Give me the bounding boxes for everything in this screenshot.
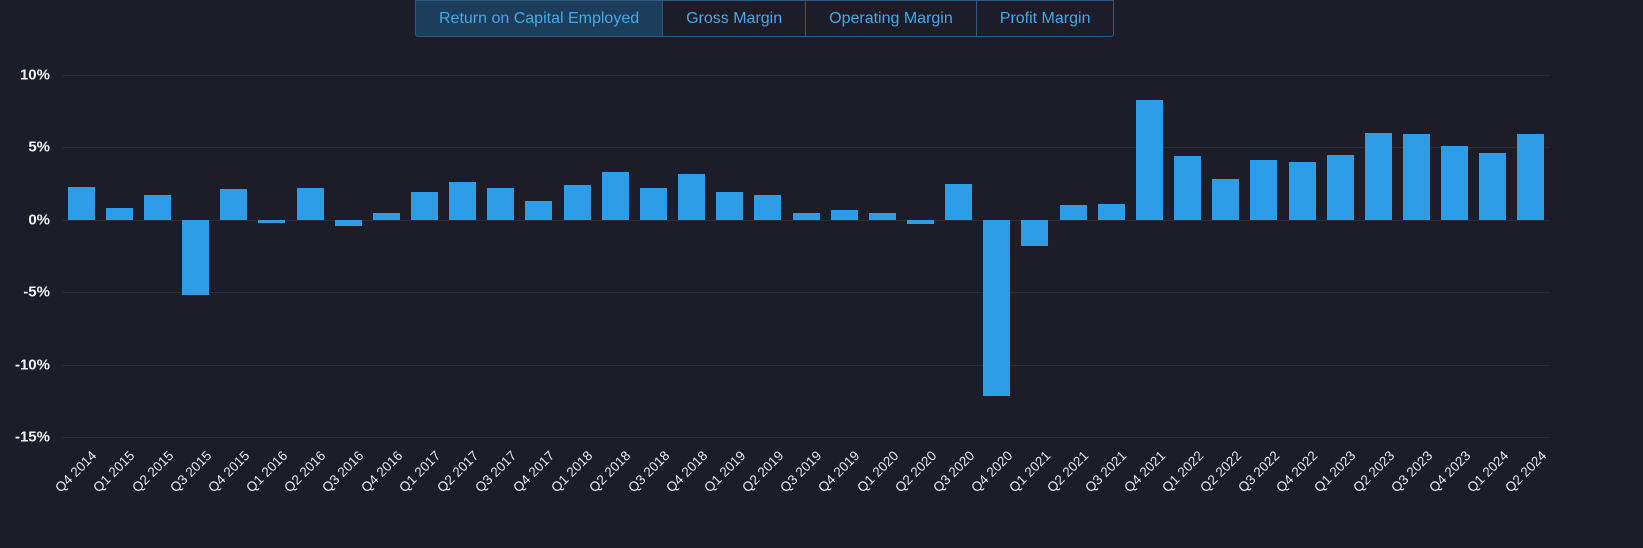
bar-q3-2023[interactable] <box>1403 134 1430 220</box>
bar-q4-2019[interactable] <box>830 209 858 220</box>
x-axis-label: Q4 2021 <box>1120 448 1169 496</box>
bar-q3-2020[interactable] <box>945 183 973 220</box>
x-axis-label: Q4 2016 <box>357 448 405 496</box>
bar-q1-2019[interactable] <box>716 192 744 220</box>
x-axis-label: Q2 2024 <box>1502 448 1550 496</box>
bar-q4-2017[interactable] <box>525 201 553 220</box>
x-axis-label: Q1 2016 <box>243 448 291 496</box>
x-axis-label: Q1 2018 <box>548 448 596 496</box>
bar-q4-2014[interactable] <box>67 186 95 220</box>
gridline--5 <box>62 292 1550 294</box>
y-axis-label: -5% <box>23 283 50 301</box>
bar-q2-2020[interactable] <box>907 219 934 225</box>
x-axis-label: Q2 2023 <box>1349 448 1397 496</box>
metric-tabs: Return on Capital Employed Gross Margin Op… <box>415 0 1115 37</box>
bar-q2-2015[interactable] <box>143 195 171 220</box>
x-axis-label: Q4 2014 <box>52 448 100 496</box>
gridline-10 <box>62 75 1550 76</box>
x-axis-label: Q1 2023 <box>1311 448 1359 496</box>
tab-return-on-capital-employed[interactable]: Return on Capital Employed <box>415 0 664 37</box>
bar-q4-2022[interactable] <box>1288 161 1316 220</box>
x-axis-label: Q1 2022 <box>1158 448 1207 496</box>
bar-q3-2019[interactable] <box>792 212 820 220</box>
bar-q4-2021[interactable] <box>1135 99 1163 220</box>
bar-q2-2017[interactable] <box>449 182 477 220</box>
x-axis-label: Q3 2019 <box>777 448 825 496</box>
bar-q3-2018[interactable] <box>639 187 667 220</box>
x-axis-label: Q2 2020 <box>891 448 940 496</box>
bar-q3-2015[interactable] <box>182 219 209 296</box>
x-axis-label: Q2 2022 <box>1197 448 1245 496</box>
y-axis-label: 5% <box>28 138 50 156</box>
x-axis-label: Q1 2015 <box>90 448 138 496</box>
bar-q3-2022[interactable] <box>1250 160 1278 220</box>
x-axis-label: Q4 2022 <box>1273 448 1321 496</box>
bar-q1-2021[interactable] <box>1021 219 1049 246</box>
x-axis-label: Q2 2017 <box>433 448 482 496</box>
y-axis-label: 0% <box>28 211 50 229</box>
gridline--10 <box>62 364 1550 366</box>
x-axis-label: Q1 2021 <box>1006 448 1054 496</box>
x-axis-label: Q2 2016 <box>281 448 329 496</box>
x-axis-label: Q2 2015 <box>128 448 177 496</box>
x-axis-label: Q3 2022 <box>1235 448 1283 496</box>
x-axis-label: Q1 2017 <box>395 448 444 496</box>
x-axis-label: Q3 2023 <box>1387 448 1436 496</box>
x-axis-label: Q2 2018 <box>586 448 634 496</box>
bar-q4-2020[interactable] <box>983 219 1011 397</box>
x-axis-label: Q3 2021 <box>1082 448 1130 496</box>
bar-q1-2020[interactable] <box>868 212 896 220</box>
bar-q2-2016[interactable] <box>296 187 324 220</box>
bar-q1-2024[interactable] <box>1479 153 1507 220</box>
gridline--15 <box>62 437 1550 438</box>
x-axis-label: Q3 2017 <box>472 448 520 496</box>
x-axis-label: Q3 2020 <box>929 448 978 496</box>
y-axis-label: 10% <box>19 66 50 84</box>
bar-q3-2017[interactable] <box>487 187 515 220</box>
bar-q1-2017[interactable] <box>411 192 438 220</box>
bar-q2-2019[interactable] <box>754 195 782 220</box>
x-axis-label: Q1 2020 <box>853 448 901 496</box>
bar-q4-2018[interactable] <box>678 173 705 220</box>
bar-q2-2021[interactable] <box>1059 205 1087 220</box>
x-axis-label: Q4 2019 <box>815 448 863 496</box>
x-axis-label: Q3 2015 <box>166 448 215 496</box>
x-axis-label: Q4 2015 <box>205 448 253 496</box>
bar-q4-2015[interactable] <box>220 189 248 220</box>
x-axis-label: Q2 2021 <box>1044 448 1092 496</box>
bar-q4-2023[interactable] <box>1441 146 1469 220</box>
x-axis-label: Q4 2020 <box>968 448 1016 496</box>
y-axis-label: -15% <box>14 428 50 446</box>
bar-q1-2015[interactable] <box>105 208 133 220</box>
x-axis-label: Q4 2023 <box>1425 448 1474 496</box>
bar-q1-2023[interactable] <box>1326 154 1354 220</box>
bar-q2-2022[interactable] <box>1212 179 1240 220</box>
bar-q1-2022[interactable] <box>1174 156 1201 220</box>
bar-q2-2023[interactable] <box>1364 132 1392 220</box>
gridline-0 <box>62 219 1550 221</box>
bar-q1-2016[interactable] <box>258 219 286 223</box>
x-axis-label: Q3 2016 <box>319 448 367 496</box>
bar-q2-2024[interactable] <box>1517 134 1545 220</box>
tab-profit-margin[interactable]: Profit Margin <box>975 0 1115 37</box>
x-axis-label: Q4 2018 <box>662 448 711 496</box>
y-axis-label: -10% <box>14 356 50 374</box>
gridline-5 <box>62 147 1550 149</box>
bar-q1-2018[interactable] <box>563 185 591 220</box>
x-axis-label: Q2 2019 <box>739 448 787 496</box>
bar-q3-2016[interactable] <box>334 219 362 226</box>
x-axis-label: Q3 2018 <box>624 448 673 496</box>
x-axis-label: Q1 2019 <box>701 448 749 496</box>
x-axis-label: Q4 2017 <box>510 448 558 496</box>
x-axis-label: Q1 2024 <box>1464 448 1512 496</box>
bar-q2-2018[interactable] <box>601 172 629 220</box>
bar-q3-2021[interactable] <box>1097 203 1125 220</box>
bar-q4-2016[interactable] <box>372 212 400 220</box>
